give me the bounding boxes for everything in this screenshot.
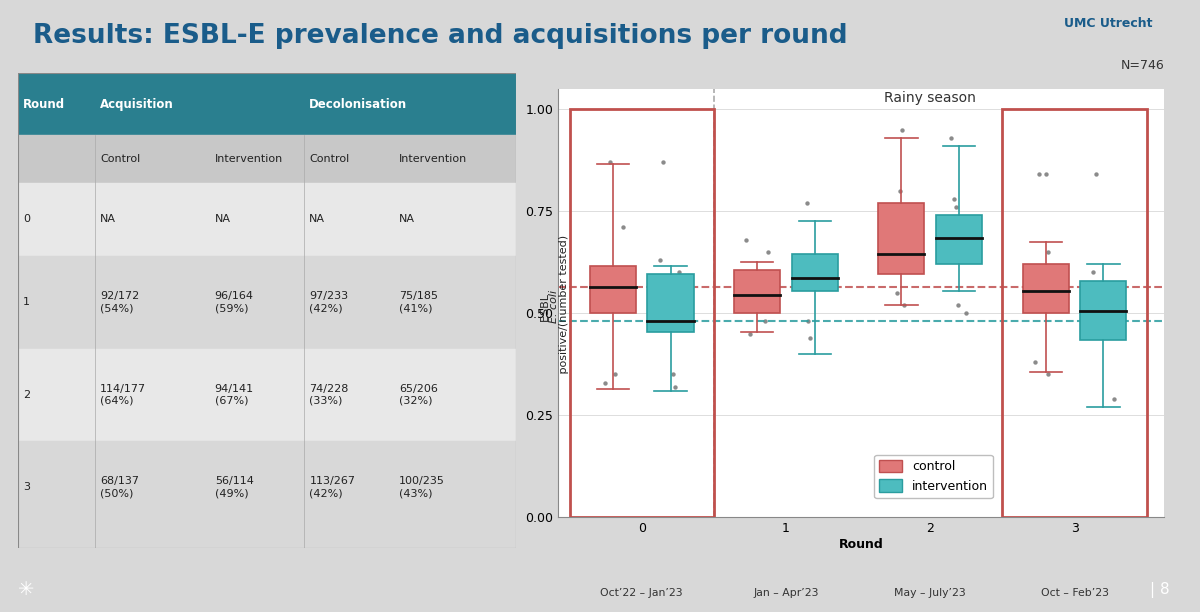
Bar xyxy=(18,441,516,534)
Bar xyxy=(18,73,516,135)
Bar xyxy=(792,254,838,291)
Text: Intervention: Intervention xyxy=(215,154,283,164)
Bar xyxy=(878,203,924,274)
Text: Oct – Feb’23: Oct – Feb’23 xyxy=(1040,588,1109,598)
Point xyxy=(890,186,910,196)
Point xyxy=(737,235,756,245)
Bar xyxy=(18,256,516,348)
Text: Oct’22 – Jan’23: Oct’22 – Jan’23 xyxy=(600,588,683,598)
Point xyxy=(798,316,817,326)
Bar xyxy=(18,348,516,441)
Text: 1: 1 xyxy=(23,297,30,307)
Bar xyxy=(18,135,516,182)
Point xyxy=(947,202,966,212)
Point xyxy=(1030,170,1049,179)
Point xyxy=(740,329,760,338)
Point xyxy=(894,300,913,310)
Bar xyxy=(570,109,714,517)
Point xyxy=(941,133,960,143)
Point xyxy=(670,267,689,277)
Text: Intervention: Intervention xyxy=(398,154,467,164)
Point xyxy=(948,300,967,310)
Point xyxy=(1084,267,1103,277)
Point xyxy=(1038,247,1057,257)
Text: ESBL: ESBL xyxy=(541,290,551,322)
Bar xyxy=(1022,264,1069,313)
Point xyxy=(755,316,774,326)
Bar xyxy=(648,274,694,332)
Text: 94/141
(67%): 94/141 (67%) xyxy=(215,384,254,406)
Text: May – July’23: May – July’23 xyxy=(894,588,966,598)
Point xyxy=(893,125,912,135)
Point xyxy=(1104,394,1123,404)
Text: 97/233
(42%): 97/233 (42%) xyxy=(310,291,348,313)
Text: Control: Control xyxy=(310,154,349,164)
Point xyxy=(613,223,632,233)
Text: 3: 3 xyxy=(23,482,30,492)
Bar xyxy=(734,271,780,313)
Text: Decolonisation: Decolonisation xyxy=(310,98,408,111)
Text: Acquisition: Acquisition xyxy=(100,98,174,111)
Text: Round: Round xyxy=(23,98,65,111)
Text: NA: NA xyxy=(310,214,325,224)
Text: NA: NA xyxy=(215,214,230,224)
Point xyxy=(956,308,976,318)
Text: NA: NA xyxy=(398,214,415,224)
Point xyxy=(653,157,672,167)
Point xyxy=(798,198,817,208)
Point xyxy=(1038,370,1057,379)
Text: 65/206
(32%): 65/206 (32%) xyxy=(398,384,438,406)
Text: Jan – Apr’23: Jan – Apr’23 xyxy=(754,588,818,598)
Text: UMC Utrecht: UMC Utrecht xyxy=(1064,17,1153,29)
Text: 74/228
(33%): 74/228 (33%) xyxy=(310,384,349,406)
Text: | 8: | 8 xyxy=(1151,582,1170,598)
Text: E. coli: E. coli xyxy=(550,289,559,323)
Text: Control: Control xyxy=(100,154,140,164)
Text: NA: NA xyxy=(100,214,116,224)
Text: 100/235
(43%): 100/235 (43%) xyxy=(398,476,445,498)
Point xyxy=(1037,170,1056,179)
Legend: control, intervention: control, intervention xyxy=(875,455,992,498)
Text: 75/185
(41%): 75/185 (41%) xyxy=(398,291,438,313)
Point xyxy=(1086,170,1105,179)
Text: N=746: N=746 xyxy=(1121,59,1164,72)
Point xyxy=(887,288,906,297)
Point xyxy=(606,370,625,379)
Point xyxy=(664,370,683,379)
Text: 114/177
(64%): 114/177 (64%) xyxy=(100,384,146,406)
Text: positive/(number tested): positive/(number tested) xyxy=(559,235,569,377)
Point xyxy=(650,255,670,265)
Point xyxy=(1026,357,1045,367)
Point xyxy=(944,194,964,204)
X-axis label: Round: Round xyxy=(839,538,883,551)
Point xyxy=(595,378,614,387)
Point xyxy=(600,157,619,167)
Text: 96/164
(59%): 96/164 (59%) xyxy=(215,291,253,313)
Point xyxy=(608,267,628,277)
Text: Results: ESBL-E prevalence and acquisitions per round: Results: ESBL-E prevalence and acquisiti… xyxy=(34,23,847,50)
Text: 2: 2 xyxy=(23,390,30,400)
Bar xyxy=(1080,280,1127,340)
Text: 113/267
(42%): 113/267 (42%) xyxy=(310,476,355,498)
Bar xyxy=(18,182,516,256)
Text: 92/172
(54%): 92/172 (54%) xyxy=(100,291,139,313)
Point xyxy=(800,333,820,343)
Point xyxy=(666,382,685,392)
Point xyxy=(758,247,778,257)
Bar xyxy=(1002,109,1147,517)
Text: 68/137
(50%): 68/137 (50%) xyxy=(100,476,139,498)
Bar xyxy=(936,215,983,264)
Text: 0: 0 xyxy=(23,214,30,224)
Text: 56/114
(49%): 56/114 (49%) xyxy=(215,476,253,498)
Text: ✳: ✳ xyxy=(18,580,35,600)
Bar xyxy=(589,266,636,313)
Text: Rainy season: Rainy season xyxy=(884,91,976,105)
